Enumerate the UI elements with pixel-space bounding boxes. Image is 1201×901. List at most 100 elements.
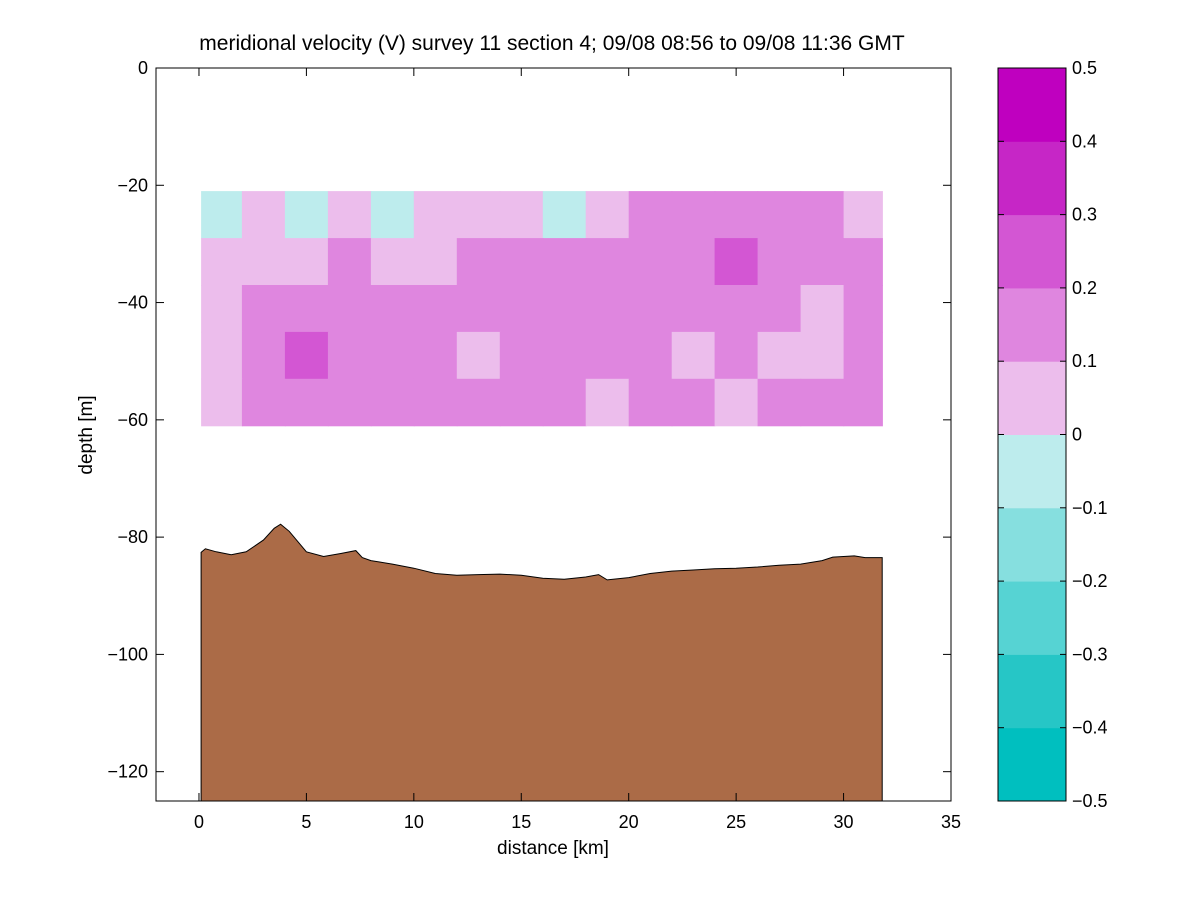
colorbar-tick-label: 0.3 xyxy=(1072,205,1097,225)
velocity-cell xyxy=(241,331,286,380)
velocity-cell xyxy=(671,331,716,380)
y-tick-label: 0 xyxy=(138,58,148,78)
chart-title: meridional velocity (V) survey 11 sectio… xyxy=(199,32,905,55)
velocity-cell xyxy=(370,331,415,380)
x-tick-label: 15 xyxy=(511,812,531,832)
colorbar-tick-label: 0.4 xyxy=(1072,131,1097,151)
velocity-cell xyxy=(327,331,372,380)
velocity-cell xyxy=(456,285,501,333)
colorbar-swatch xyxy=(998,581,1066,655)
velocity-cell xyxy=(714,238,759,286)
velocity-cell xyxy=(284,285,329,333)
x-tick-label: 10 xyxy=(404,812,424,832)
velocity-cell xyxy=(843,285,883,333)
velocity-cell xyxy=(370,191,415,239)
velocity-cell xyxy=(327,285,372,333)
velocity-cell xyxy=(284,191,329,239)
velocity-cell xyxy=(671,238,716,286)
velocity-cell xyxy=(499,238,544,286)
velocity-cell xyxy=(542,238,587,286)
colorbar-swatch xyxy=(998,434,1066,509)
x-tick-label: 30 xyxy=(834,812,854,832)
velocity-cell xyxy=(413,238,458,286)
velocity-cell xyxy=(456,238,501,286)
x-tick-label: 5 xyxy=(301,812,311,832)
colorbar-tick-label: −0.4 xyxy=(1072,718,1108,738)
velocity-cell xyxy=(628,331,673,380)
velocity-cell xyxy=(843,331,883,380)
velocity-cell xyxy=(542,285,587,333)
velocity-cell xyxy=(585,331,630,380)
velocity-cell xyxy=(370,238,415,286)
velocity-cell xyxy=(499,331,544,380)
bathymetry-layer xyxy=(200,523,883,801)
y-tick-label: −120 xyxy=(107,762,148,782)
velocity-cell xyxy=(671,285,716,333)
velocity-cell xyxy=(800,238,845,286)
y-tick-label: −100 xyxy=(107,644,148,664)
velocity-cell xyxy=(585,378,630,427)
velocity-cell xyxy=(800,285,845,333)
plot-frame xyxy=(155,67,952,802)
colorbar-swatches xyxy=(998,68,1066,802)
velocity-cell xyxy=(714,191,759,239)
velocity-cell xyxy=(757,191,802,239)
velocity-cell xyxy=(327,238,372,286)
plot-area: 0 5 10 15 20 25 30 35 0 −20 −40 −60 −80 −100 −120 xyxy=(107,58,961,832)
velocity-cell xyxy=(843,238,883,286)
colorbar-swatch xyxy=(998,214,1066,289)
colorbar-tick-label: −0.2 xyxy=(1072,571,1108,591)
velocity-cell xyxy=(370,285,415,333)
colorbar-tick-label: 0.1 xyxy=(1072,351,1097,371)
velocity-cell xyxy=(714,331,759,380)
velocity-cell xyxy=(413,331,458,380)
velocity-cell xyxy=(370,378,415,427)
velocity-cell xyxy=(671,191,716,239)
velocity-cell xyxy=(585,285,630,333)
colorbar-tick-label: 0 xyxy=(1072,425,1082,445)
y-axis-ticks: 0 −20 −40 −60 −80 −100 −120 xyxy=(107,58,951,782)
y-tick-label: −40 xyxy=(117,293,148,313)
velocity-cell xyxy=(201,191,243,239)
velocity-cell xyxy=(284,331,329,380)
colorbar-ticks: −0.5 −0.4 −0.3 −0.2 −0.1 0 0.1 0.2 0.3 0.4 0.5 xyxy=(998,58,1108,811)
x-axis-ticks: 0 5 10 15 20 25 30 35 xyxy=(194,68,961,832)
colorbar-swatch xyxy=(998,68,1066,142)
velocity-cell xyxy=(628,238,673,286)
velocity-cell xyxy=(413,285,458,333)
x-tick-label: 25 xyxy=(726,812,746,832)
velocity-cell xyxy=(284,238,329,286)
velocity-cell xyxy=(201,378,243,427)
y-tick-label: −60 xyxy=(117,410,148,430)
colorbar-tick-label: −0.3 xyxy=(1072,644,1108,664)
velocity-cell xyxy=(499,378,544,427)
velocity-cell xyxy=(413,191,458,239)
velocity-cell xyxy=(542,191,587,239)
x-tick-label: 35 xyxy=(941,812,961,832)
velocity-cell xyxy=(499,285,544,333)
velocity-cell xyxy=(413,378,458,427)
velocity-cell xyxy=(241,238,286,286)
x-tick-label: 20 xyxy=(619,812,639,832)
colorbar-swatch xyxy=(998,141,1066,216)
colorbar-swatch xyxy=(998,654,1066,729)
velocity-cell xyxy=(714,285,759,333)
velocity-cell xyxy=(499,191,544,239)
colorbar-swatch xyxy=(998,361,1066,435)
colorbar-tick-label: −0.5 xyxy=(1072,791,1108,811)
velocity-cell xyxy=(201,285,243,333)
velocity-cell xyxy=(800,331,845,380)
velocity-cell xyxy=(241,378,286,427)
velocity-cell xyxy=(201,331,243,380)
velocity-cell xyxy=(628,285,673,333)
velocity-cell xyxy=(714,378,759,427)
colorbar-swatch xyxy=(998,287,1066,362)
velocity-cell xyxy=(585,191,630,239)
colorbar-swatch xyxy=(998,727,1066,802)
velocity-cell xyxy=(757,331,802,380)
velocity-cell xyxy=(628,191,673,239)
x-tick-label: 0 xyxy=(194,812,204,832)
velocity-cell xyxy=(843,378,883,427)
colorbar: −0.5 −0.4 −0.3 −0.2 −0.1 0 0.1 0.2 0.3 0.4 0.5 xyxy=(997,58,1108,811)
